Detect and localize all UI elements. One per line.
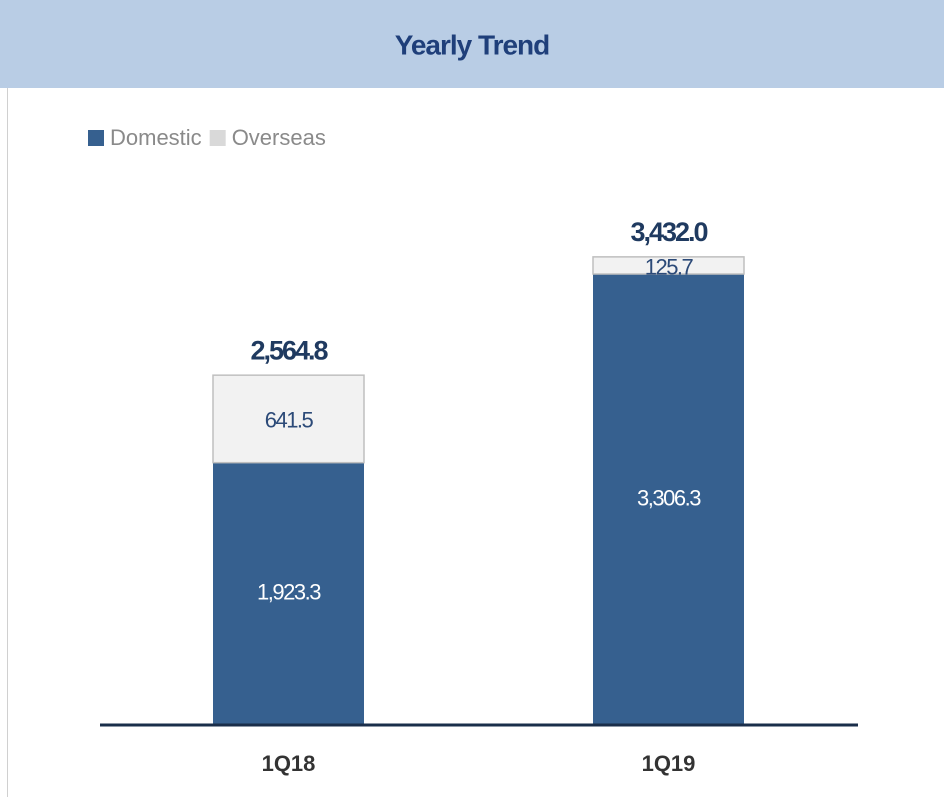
- x-tick-label: 1Q18: [262, 751, 316, 776]
- total-label: 2,564.8: [250, 335, 328, 365]
- chart-title: Yearly Trend: [395, 29, 550, 60]
- x-tick-label: 1Q19: [642, 751, 696, 776]
- data-label: 125.7: [645, 254, 694, 279]
- legend-label: Overseas: [232, 125, 326, 150]
- total-label: 3,432.0: [630, 217, 707, 247]
- bar-segment: [593, 274, 744, 725]
- data-label: 3,306.3: [637, 485, 701, 510]
- bar-segment: [592, 256, 745, 275]
- legend-swatch: [88, 130, 104, 146]
- bar-segment: [212, 374, 365, 464]
- legend-label: Domestic: [110, 125, 202, 150]
- bar-segment: [213, 462, 364, 725]
- data-label: 641.5: [265, 408, 314, 433]
- data-label: 1,923.3: [257, 580, 321, 605]
- legend-swatch: [209, 130, 226, 146]
- header-band: [0, 0, 944, 88]
